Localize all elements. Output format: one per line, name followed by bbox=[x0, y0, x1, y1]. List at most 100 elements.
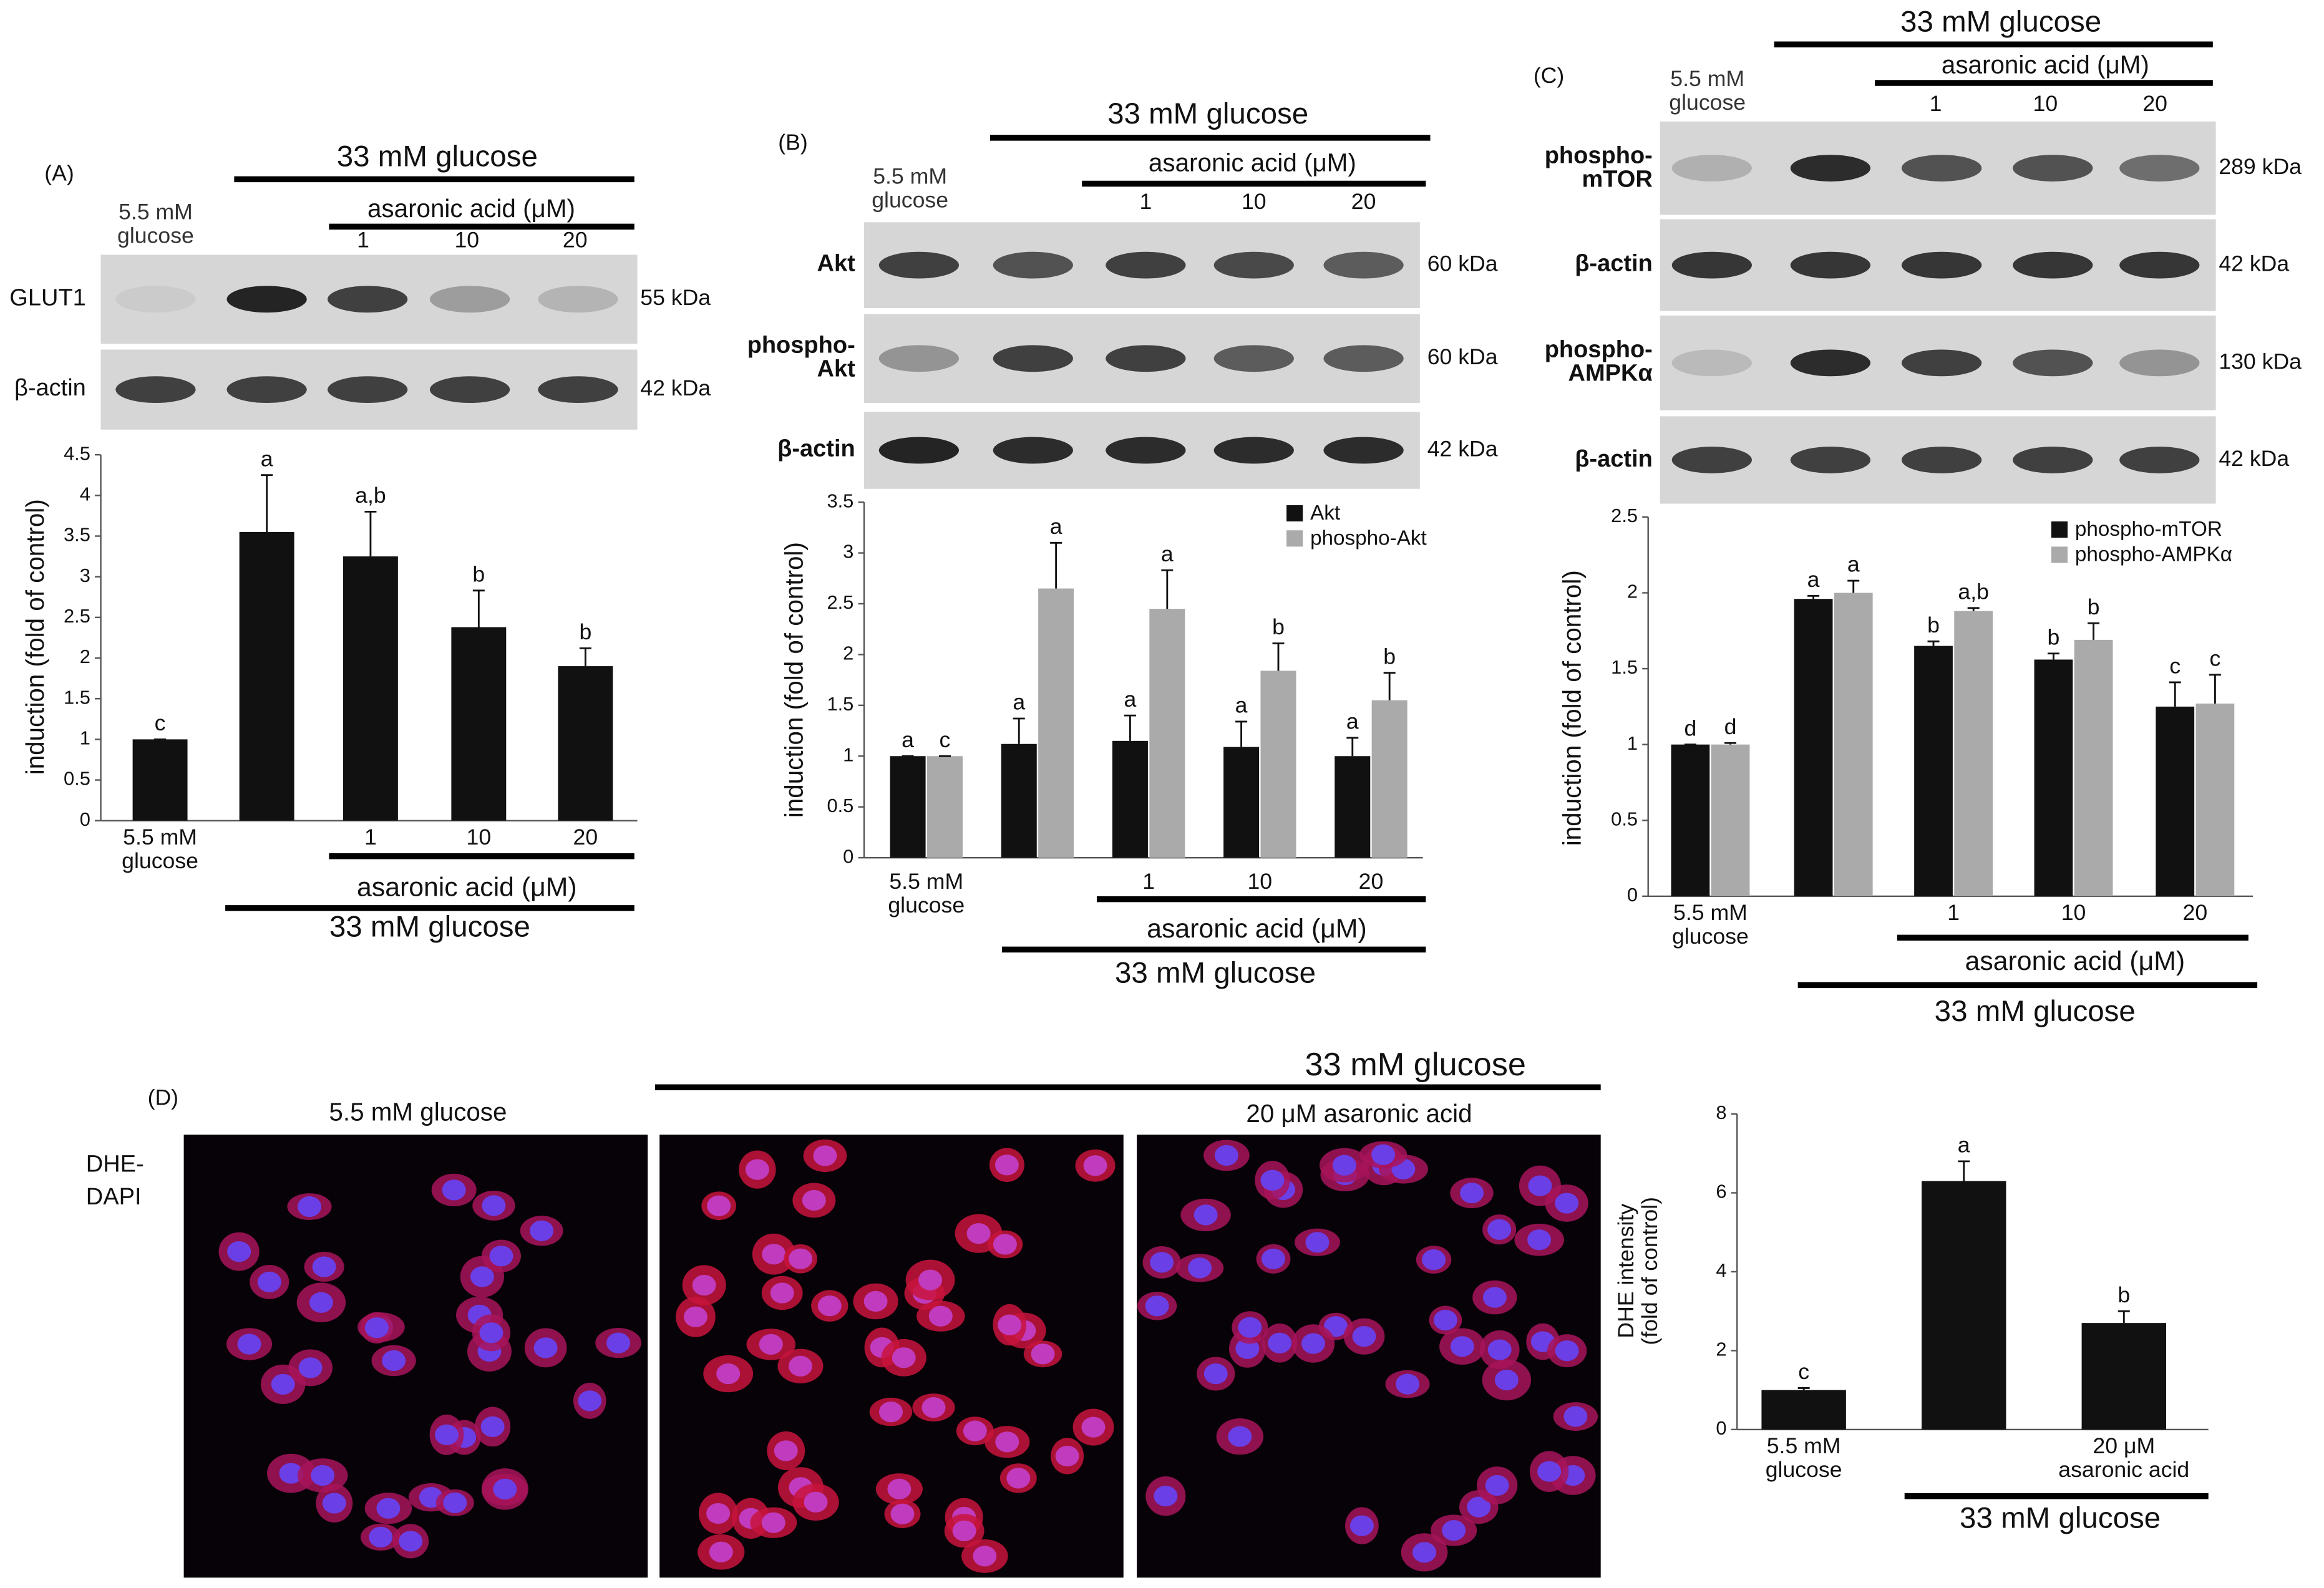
blot-band bbox=[429, 286, 510, 313]
cell-nucleus bbox=[770, 1282, 794, 1304]
y-tick-label: 1 bbox=[80, 727, 90, 749]
cell-nucleus bbox=[237, 1334, 261, 1355]
cell-nucleus bbox=[279, 1463, 303, 1484]
cell-nucleus bbox=[578, 1390, 602, 1411]
header-control-box: 5.5 mM glucose bbox=[872, 166, 948, 213]
bar bbox=[1914, 646, 1953, 896]
x-tick-label: 10 bbox=[1247, 871, 1273, 895]
cell-nucleus bbox=[1268, 1332, 1292, 1353]
cell-nucleus bbox=[1083, 1155, 1107, 1176]
significance-letter: a bbox=[1958, 1133, 1970, 1158]
blot-label-box: β-actin bbox=[1575, 253, 1653, 276]
x-tick-label-box: 20 bbox=[1359, 871, 1384, 894]
panel-label: (A) bbox=[44, 161, 74, 186]
cell-nucleus bbox=[606, 1332, 631, 1353]
y-tick-label: 0 bbox=[80, 808, 90, 830]
blot-band bbox=[1213, 251, 1294, 279]
y-tick-label: 2 bbox=[843, 642, 853, 664]
cell-nucleus bbox=[1485, 1474, 1509, 1496]
cell-nucleus bbox=[762, 1244, 786, 1265]
cell-nucleus bbox=[1214, 1145, 1238, 1166]
bar bbox=[1001, 743, 1037, 858]
cell-nucleus bbox=[470, 1266, 494, 1287]
header-dose: 10 bbox=[1242, 189, 1267, 214]
significance-letter: a bbox=[1807, 567, 1820, 592]
header-group: 33 mM glucose bbox=[1107, 97, 1308, 130]
cell-nucleus bbox=[921, 1397, 946, 1418]
panel-label: (B) bbox=[778, 130, 807, 155]
blot-label-box: phospho-mTOR bbox=[1544, 143, 1653, 192]
y-tick-label: 1 bbox=[1627, 732, 1638, 754]
y-axis-label: induction (fold of control) bbox=[21, 499, 49, 775]
x-tick-label-box: 5.5 mM glucose bbox=[1672, 902, 1749, 950]
bar bbox=[1761, 1390, 1846, 1430]
y-axis-label: DHE intensity (fold of control) bbox=[1615, 1196, 1663, 1345]
significance-letter: a bbox=[902, 727, 914, 752]
blot-label: Akt bbox=[817, 251, 855, 278]
cell-nucleus bbox=[998, 1314, 1022, 1335]
cell-nucleus bbox=[1422, 1249, 1446, 1271]
cell-nucleus bbox=[1188, 1257, 1212, 1279]
blot-band bbox=[1901, 251, 1982, 279]
cell-nucleus bbox=[311, 1465, 335, 1486]
blot-label: β-actin bbox=[14, 376, 86, 402]
significance-letter: d bbox=[1724, 714, 1737, 739]
cell-nucleus bbox=[1527, 1229, 1552, 1251]
bar bbox=[2195, 704, 2235, 896]
cell-nucleus bbox=[709, 1541, 733, 1562]
header-control-box: 5.5 mM glucose bbox=[1669, 68, 1746, 116]
cell-nucleus bbox=[788, 1355, 812, 1377]
blot-band bbox=[1106, 251, 1186, 279]
cell-nucleus bbox=[1006, 1468, 1031, 1489]
blot-band bbox=[2119, 447, 2200, 473]
y-tick-label: 4 bbox=[80, 483, 90, 505]
blot-band bbox=[1671, 155, 1753, 182]
cell-nucleus bbox=[1305, 1232, 1330, 1253]
cell-nucleus bbox=[227, 1241, 251, 1262]
blot-band bbox=[1790, 251, 1871, 279]
cell-nucleus bbox=[1301, 1333, 1326, 1354]
cell-nucleus bbox=[804, 1491, 828, 1513]
blot-band bbox=[115, 376, 196, 403]
x-tick-label: 5.5 mM glucose bbox=[1672, 902, 1749, 950]
cell-nucleus bbox=[887, 1478, 912, 1499]
cell-nucleus bbox=[759, 1334, 783, 1355]
blot-size: 289 kDa bbox=[2219, 154, 2302, 179]
bar bbox=[1223, 747, 1260, 858]
significance-letter: b bbox=[1272, 614, 1285, 639]
x-annotation: asaronic acid (μM) bbox=[1147, 914, 1367, 944]
significance-letter: a bbox=[1050, 514, 1062, 539]
blot-band bbox=[2119, 155, 2200, 182]
y-tick-label: 3.5 bbox=[64, 524, 90, 546]
significance-letter: a,b bbox=[1958, 579, 1989, 604]
cell-nucleus bbox=[878, 1401, 903, 1423]
cell-nucleus bbox=[1537, 1461, 1562, 1482]
bar bbox=[1038, 588, 1074, 858]
legend-swatch bbox=[1286, 505, 1303, 521]
header-dose: 1 bbox=[1139, 189, 1152, 214]
cell-nucleus bbox=[1352, 1326, 1376, 1347]
x-tick-label: 1 bbox=[1947, 902, 1960, 926]
y-tick-label: 2.5 bbox=[1611, 505, 1638, 526]
blot-label-box: phospho-Akt bbox=[747, 334, 855, 382]
blot-band bbox=[2119, 251, 2200, 279]
header-control: 5.5 mM glucose bbox=[1669, 68, 1746, 116]
significance-letter: c bbox=[2169, 654, 2181, 679]
blot-label: β-actin bbox=[1575, 447, 1653, 472]
bar bbox=[1954, 611, 1993, 896]
bar bbox=[926, 756, 963, 858]
legend-label: phospho-mTOR bbox=[2075, 518, 2222, 541]
cell-nucleus bbox=[966, 1222, 991, 1244]
header-dose: 10 bbox=[2033, 91, 2058, 116]
bar bbox=[1112, 740, 1148, 858]
significance-letter: b bbox=[2117, 1282, 2130, 1307]
x-tick-label: 20 μM asaronic acid bbox=[2058, 1435, 2190, 1483]
y-tick-label: 2 bbox=[1627, 581, 1638, 603]
blot-label: phospho-mTOR bbox=[1544, 143, 1653, 192]
x-tick-label: 10 bbox=[466, 826, 492, 851]
blot-band bbox=[226, 286, 307, 313]
cell-nucleus bbox=[692, 1274, 716, 1296]
x-tick-label-box: 1 bbox=[364, 826, 377, 850]
blot-band bbox=[993, 345, 1073, 372]
y-tick-label: 0 bbox=[843, 845, 853, 867]
